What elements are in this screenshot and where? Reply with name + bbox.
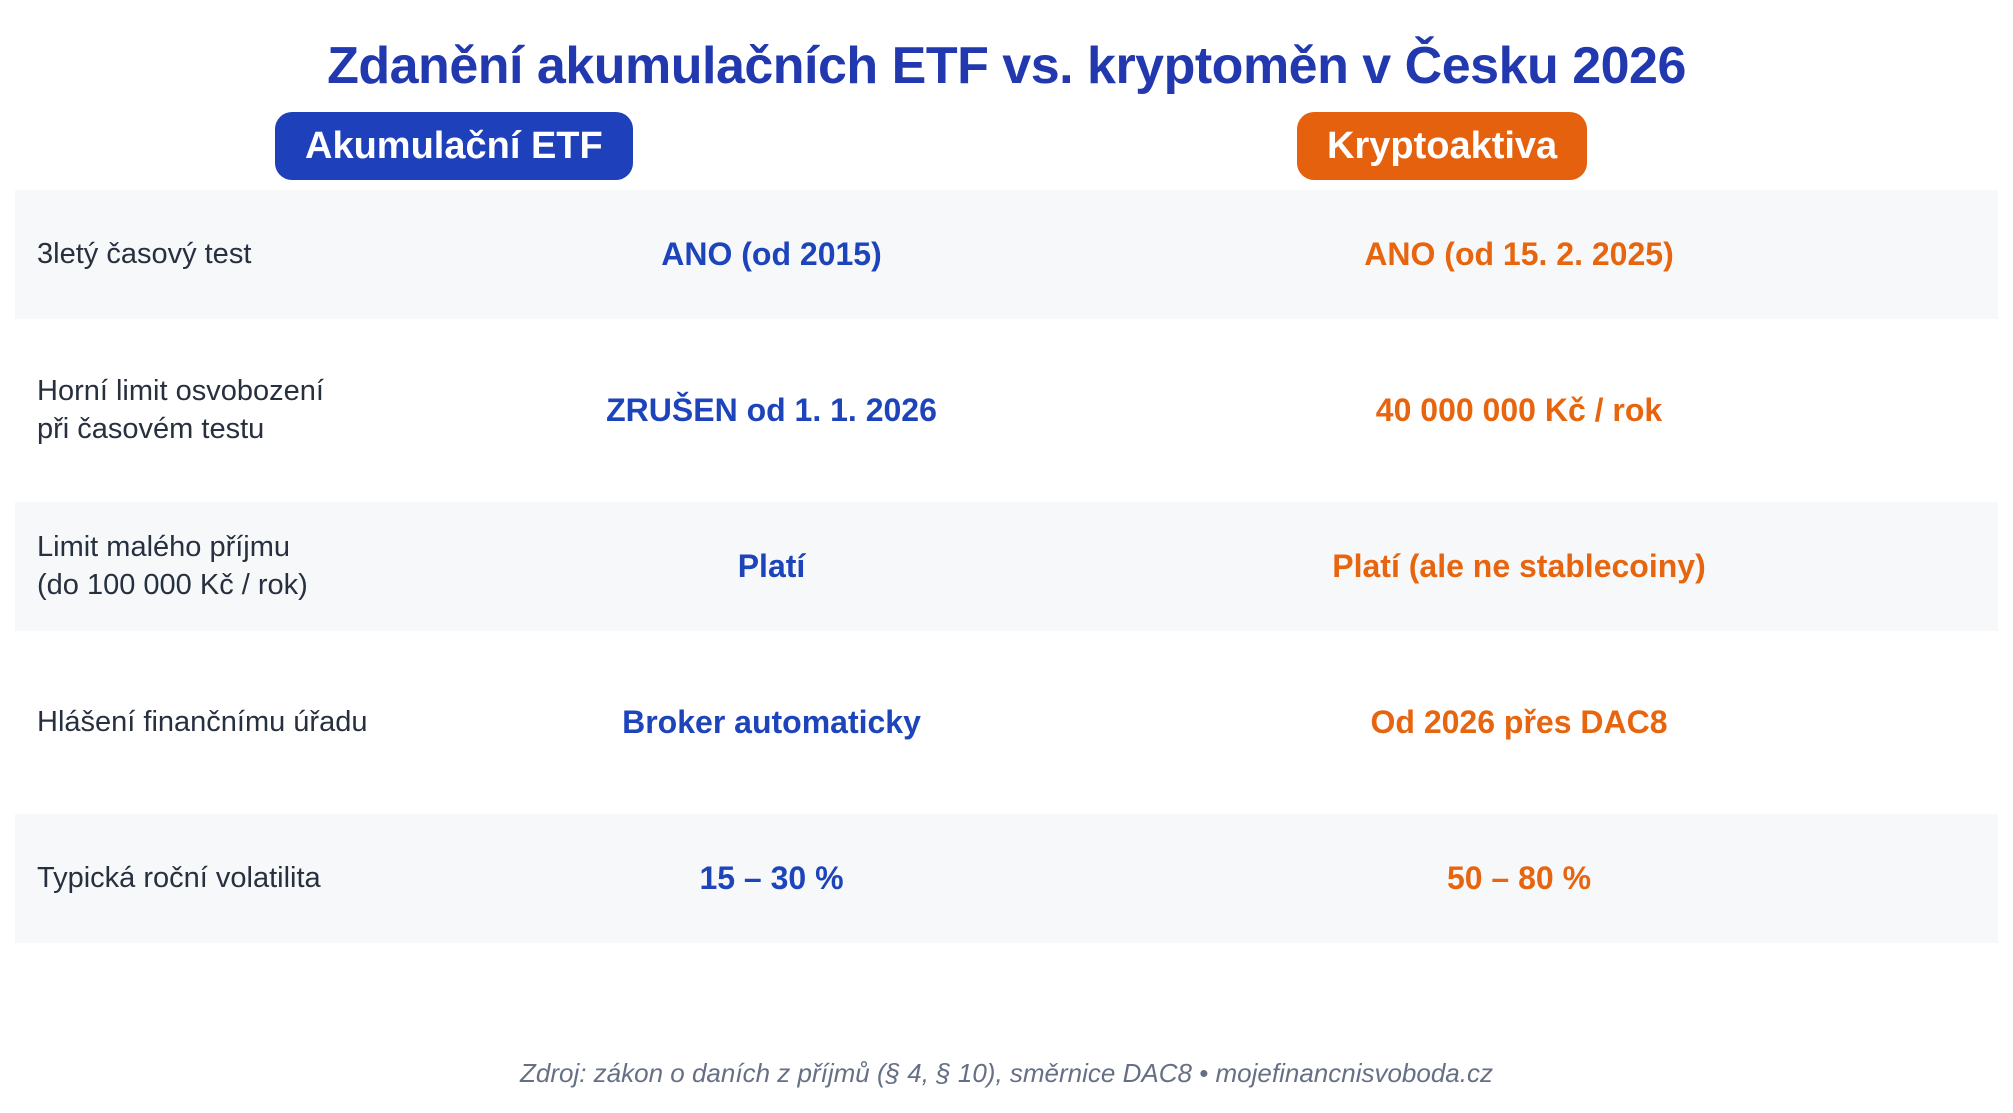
crypto-value: 50 – 80 %: [1446, 860, 1592, 896]
etf-value: Platí: [737, 548, 806, 584]
etf-value: Broker automaticky: [622, 704, 921, 740]
crypto-value: ANO (od 15. 2. 2025): [1364, 236, 1674, 272]
table-row: Limit malého příjmu (do 100 000 Kč / rok…: [15, 502, 1998, 631]
row-label: Hlášení finančnímu úřadu: [37, 705, 368, 738]
crypto-value: Od 2026 přes DAC8: [1370, 704, 1668, 740]
row-label: Limit malého příjmu (do 100 000 Kč / rok…: [37, 530, 308, 601]
etf-column-badge: Akumulační ETF: [275, 112, 633, 180]
crypto-value: Platí (ale ne stablecoiny): [1332, 548, 1706, 584]
column-header-badges: Akumulační ETF Kryptoaktiva: [0, 112, 2013, 180]
crypto-column-badge: Kryptoaktiva: [1297, 112, 1588, 180]
etf-value: ANO (od 2015): [661, 236, 882, 272]
source-note: Zdroj: zákon o daních z příjmů (§ 4, § 1…: [520, 1058, 1493, 1088]
page-title: Zdanění akumulačních ETF vs. kryptoměn v…: [327, 37, 1686, 95]
table-row: Hlášení finančnímu úřadu Broker automati…: [15, 658, 1998, 787]
row-label: 3letý časový test: [37, 237, 252, 270]
crypto-value: 40 000 000 Kč / rok: [1375, 392, 1663, 428]
etf-value: 15 – 30 %: [699, 860, 844, 896]
row-label: Typická roční volatilita: [37, 861, 321, 894]
table-row: Horní limit osvobození při časovém testu…: [15, 346, 1998, 475]
row-label: Horní limit osvobození při časovém testu: [37, 374, 324, 445]
table-row: Typická roční volatilita 15 – 30 % 50 – …: [15, 814, 1998, 943]
comparison-table: 3letý časový test ANO (od 2015) ANO (od …: [15, 190, 1998, 943]
table-row: 3letý časový test ANO (od 2015) ANO (od …: [15, 190, 1998, 319]
etf-value: ZRUŠEN od 1. 1. 2026: [606, 392, 937, 428]
